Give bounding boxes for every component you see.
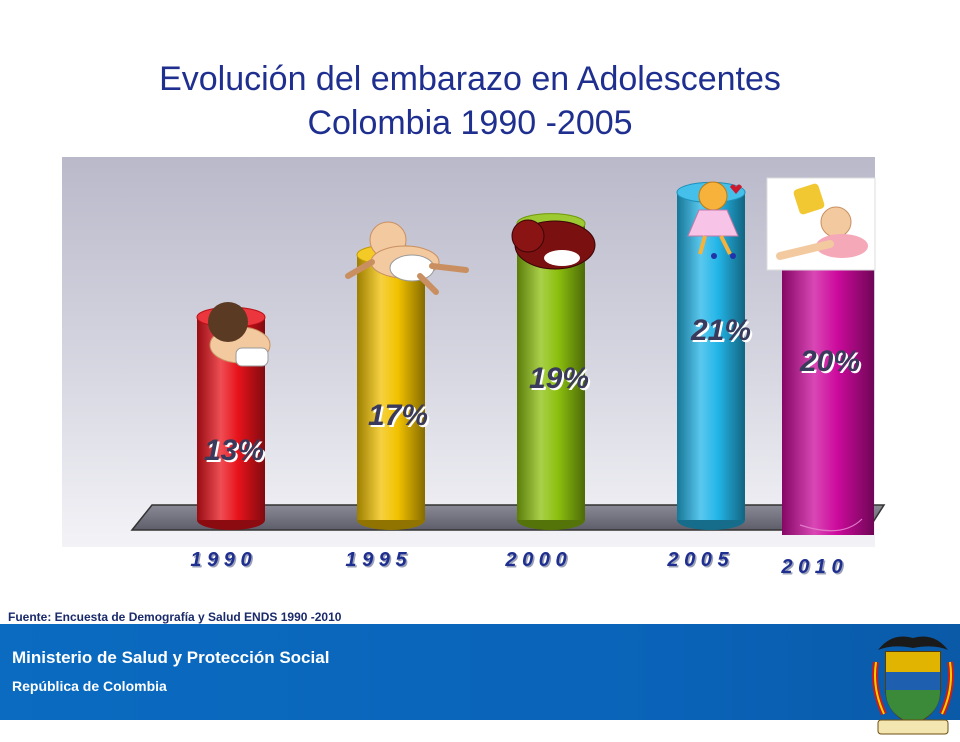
chart-title-line-2: Colombia 1990 -2005 (307, 104, 633, 142)
value-label-shadow: 20% (801, 347, 862, 380)
bar-1995 (356, 244, 426, 530)
category-label: 2 0 0 0 (504, 549, 566, 571)
republic-name: República de Colombia (12, 678, 167, 694)
curled-baby-icon (511, 219, 596, 270)
category-label-shadow: 1 9 9 5 (347, 551, 409, 573)
category-label-shadow: 1 9 9 0 (192, 551, 253, 573)
chart-title-line-1: Evolución del embarazo en Adolescentes (159, 60, 781, 98)
value-label: 20% (799, 345, 860, 378)
value-label-shadow: 13% (206, 436, 266, 469)
coat-of-arms-icon (872, 636, 954, 735)
ministry-name: Ministerio de Salud y Protección Social (12, 648, 330, 667)
source-note: Fuente: Encuesta de Demografía y Salud E… (8, 610, 342, 624)
value-label: 13% (204, 434, 264, 467)
value-label: 21% (690, 314, 751, 347)
value-label-shadow: 19% (531, 364, 591, 397)
value-label: 19% (529, 362, 589, 395)
bar-2000 (516, 213, 586, 530)
category-label: 2 0 0 5 (666, 549, 729, 571)
footer-bar: Ministerio de Salud y Protección Social … (0, 624, 960, 735)
category-label-shadow: 2 0 1 0 (782, 558, 844, 580)
bar-2005 (676, 181, 746, 530)
category-label: 1 9 9 0 (190, 549, 251, 571)
value-label-shadow: 17% (370, 401, 430, 434)
category-label-shadow: 2 0 0 5 (668, 551, 731, 573)
bar-2010 (782, 223, 874, 535)
crawling-baby-icon (345, 221, 469, 295)
value-label: 17% (368, 399, 428, 432)
category-label: 1 9 9 5 (345, 549, 407, 571)
category-label-shadow: 2 0 0 0 (506, 551, 568, 573)
category-label: 2 0 1 0 (780, 556, 842, 578)
plot-background (62, 157, 875, 547)
toddler-doll-icon (687, 181, 742, 259)
value-label-shadow: 21% (692, 316, 753, 349)
baby-photo (766, 177, 876, 271)
crouching-baby-icon (208, 302, 271, 367)
bar-chart: 13%13%17%17%19%19%21%21%20%20% 1 9 9 01 … (62, 157, 886, 580)
